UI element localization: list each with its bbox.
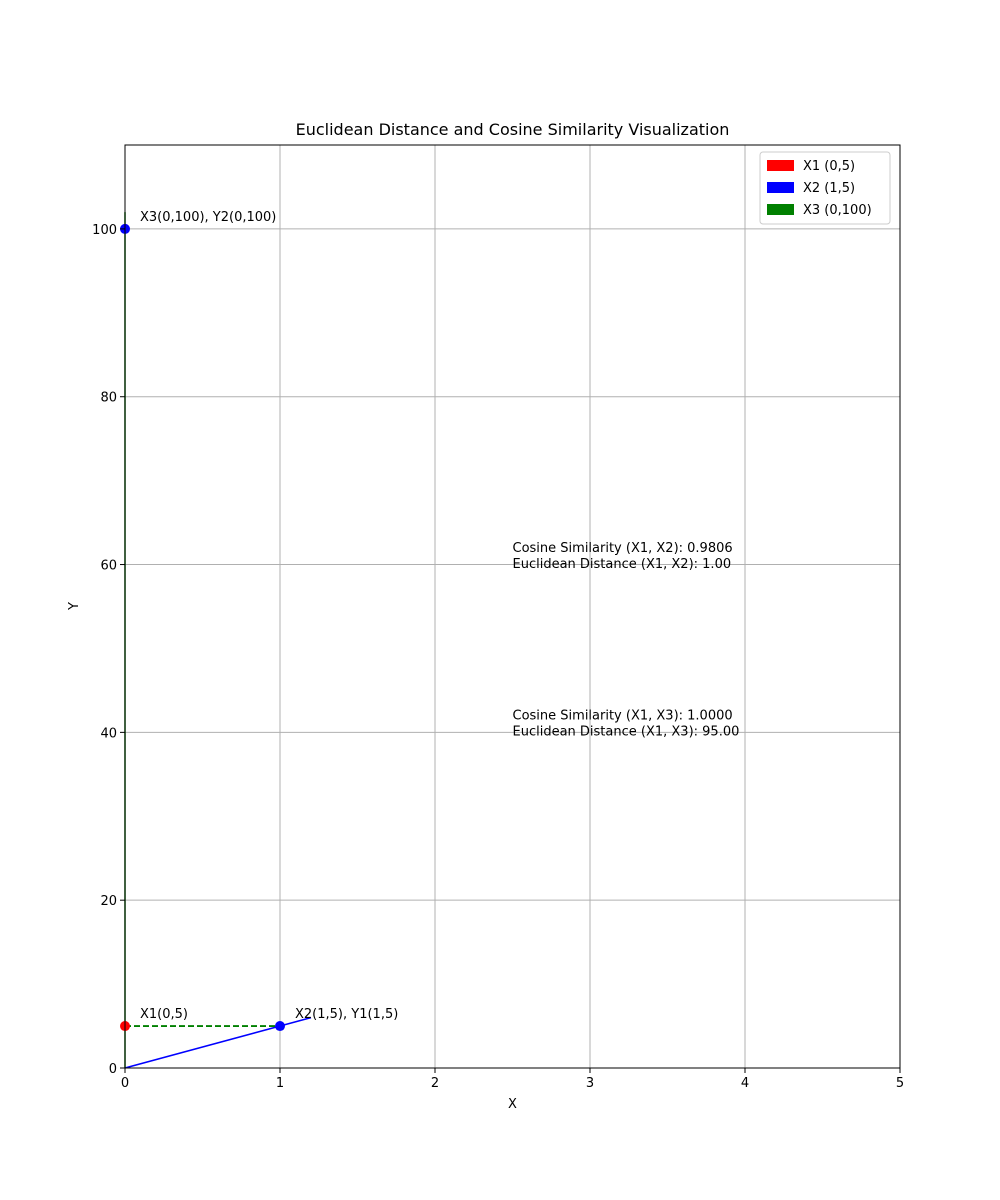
x-axis-label: X [508, 1097, 517, 1112]
annotation-text: Cosine Similarity (X1, X3): 1.0000 [513, 709, 733, 724]
point-label: X1(0,5) [140, 1007, 188, 1022]
y-tick-label: 100 [92, 223, 117, 238]
legend-label: X2 (1,5) [803, 181, 855, 196]
y-axis-label: Y [67, 602, 82, 611]
gridlines [124, 145, 901, 1069]
plot-marks: X1(0,5) X2(1,5), Y1(1,5) X3(0,100), Y2(0,1… [120, 210, 740, 1069]
x-tick-label: 2 [431, 1076, 439, 1091]
legend: X1 (0,5) X2 (1,5) X3 (0,100) [759, 151, 891, 225]
legend-swatch [767, 160, 794, 171]
point-label: X2(1,5), Y1(1,5) [295, 1007, 398, 1022]
axis-ticks: 0 1 2 3 4 5 0 20 40 60 80 100 [92, 223, 904, 1091]
plot-frame [124, 144, 901, 1069]
x-tick-label: 4 [741, 1076, 749, 1091]
x-tick-label: 1 [276, 1076, 284, 1091]
x-tick-label: 0 [121, 1076, 129, 1091]
x-tick-label: 5 [896, 1076, 904, 1091]
y-tick-label: 80 [100, 391, 117, 406]
annotation-text: Euclidean Distance (X1, X2): 1.00 [513, 557, 732, 572]
annotation-text: Cosine Similarity (X1, X2): 0.9806 [513, 541, 733, 556]
legend-swatch [767, 182, 794, 193]
x-tick-label: 3 [586, 1076, 594, 1091]
y-tick-label: 60 [100, 559, 117, 574]
data-point [275, 1021, 285, 1032]
y-tick-label: 0 [109, 1062, 117, 1077]
legend-label: X1 (0,5) [803, 159, 855, 174]
point-label: X3(0,100), Y2(0,100) [140, 210, 276, 225]
legend-swatch [767, 204, 794, 215]
y-tick-label: 20 [100, 894, 117, 909]
y-tick-label: 40 [100, 726, 117, 741]
annotation-text: Euclidean Distance (X1, X3): 95.00 [513, 725, 740, 740]
legend-label: X3 (0,100) [803, 203, 872, 218]
chart-title: Euclidean Distance and Cosine Similarity… [296, 120, 730, 139]
